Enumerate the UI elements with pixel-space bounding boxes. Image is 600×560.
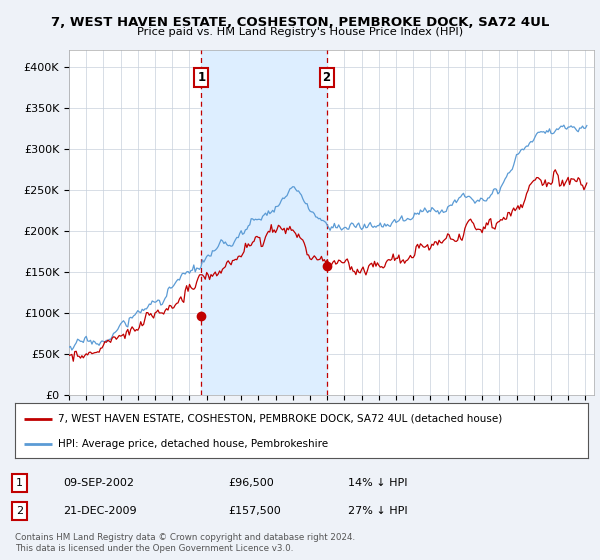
Text: £96,500: £96,500 [228,478,274,488]
Text: Contains HM Land Registry data © Crown copyright and database right 2024.
This d: Contains HM Land Registry data © Crown c… [15,533,355,553]
Text: 09-SEP-2002: 09-SEP-2002 [63,478,134,488]
Text: 2: 2 [16,506,23,516]
Text: £157,500: £157,500 [228,506,281,516]
Text: 1: 1 [16,478,23,488]
Text: 1: 1 [197,71,205,84]
Text: 7, WEST HAVEN ESTATE, COSHESTON, PEMBROKE DOCK, SA72 4UL: 7, WEST HAVEN ESTATE, COSHESTON, PEMBROK… [51,16,549,29]
Text: 21-DEC-2009: 21-DEC-2009 [63,506,137,516]
Bar [202,50,326,395]
Text: 14% ↓ HPI: 14% ↓ HPI [348,478,407,488]
Text: HPI: Average price, detached house, Pembrokeshire: HPI: Average price, detached house, Pemb… [58,439,328,449]
Text: Price paid vs. HM Land Registry's House Price Index (HPI): Price paid vs. HM Land Registry's House … [137,27,463,37]
Text: 7, WEST HAVEN ESTATE, COSHESTON, PEMBROKE DOCK, SA72 4UL (detached house): 7, WEST HAVEN ESTATE, COSHESTON, PEMBROK… [58,414,502,423]
Text: 2: 2 [323,71,331,84]
Text: 27% ↓ HPI: 27% ↓ HPI [348,506,407,516]
